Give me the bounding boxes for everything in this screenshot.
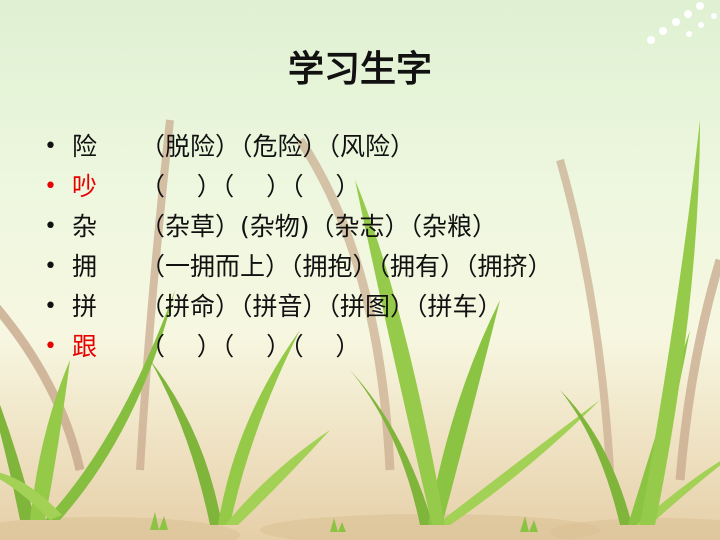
list-item: • 拼 （拼命）（拼音）（拼图）（拼车） <box>44 287 654 327</box>
vocab-words: （杂草）(杂物)（杂志）（杂粮） <box>140 212 498 241</box>
slide-title: 学习生字 <box>287 49 432 90</box>
vocab-character: 杂 <box>72 212 98 241</box>
bullet-icon: • <box>44 254 57 279</box>
list-item: • 杂 （杂草）(杂物)（杂志）（杂粮） <box>44 207 654 247</box>
bullet-icon: • <box>44 294 57 319</box>
list-item: • 吵 （ ）（ ）（ ） <box>44 167 654 207</box>
list-item: • 拥 （一拥而上）（拥抱）（拥有）（拥挤） <box>44 247 654 287</box>
vocab-character: 跟 <box>72 332 98 361</box>
vocab-words: （ ）（ ）（ ） <box>140 172 361 201</box>
vocab-words: （拼命）（拼音）（拼图）（拼车） <box>140 292 503 321</box>
vocab-words: （ ）（ ）（ ） <box>140 332 361 361</box>
bullet-icon: • <box>44 214 57 239</box>
vocab-words: （脱险）（危险）（风险） <box>140 132 416 161</box>
vocab-character: 拼 <box>72 292 98 321</box>
list-item: • 险 （脱险）（危险）（风险） <box>44 127 654 167</box>
bullet-icon: • <box>44 334 57 359</box>
vocab-character: 险 <box>72 132 98 161</box>
list-item: • 跟 （ ）（ ）（ ） <box>44 327 654 367</box>
vocabulary-list: • 险 （脱险）（危险）（风险） • 吵 （ ）（ ）（ ） • 杂 （杂草）(杂物)（杂志）（… <box>44 127 654 367</box>
vocab-words: （一拥而上）（拥抱）（拥有）（拥挤） <box>140 252 553 281</box>
bullet-icon: • <box>44 174 57 199</box>
vocab-character: 拥 <box>72 252 98 281</box>
vocab-character: 吵 <box>72 172 98 201</box>
bullet-icon: • <box>44 134 57 159</box>
